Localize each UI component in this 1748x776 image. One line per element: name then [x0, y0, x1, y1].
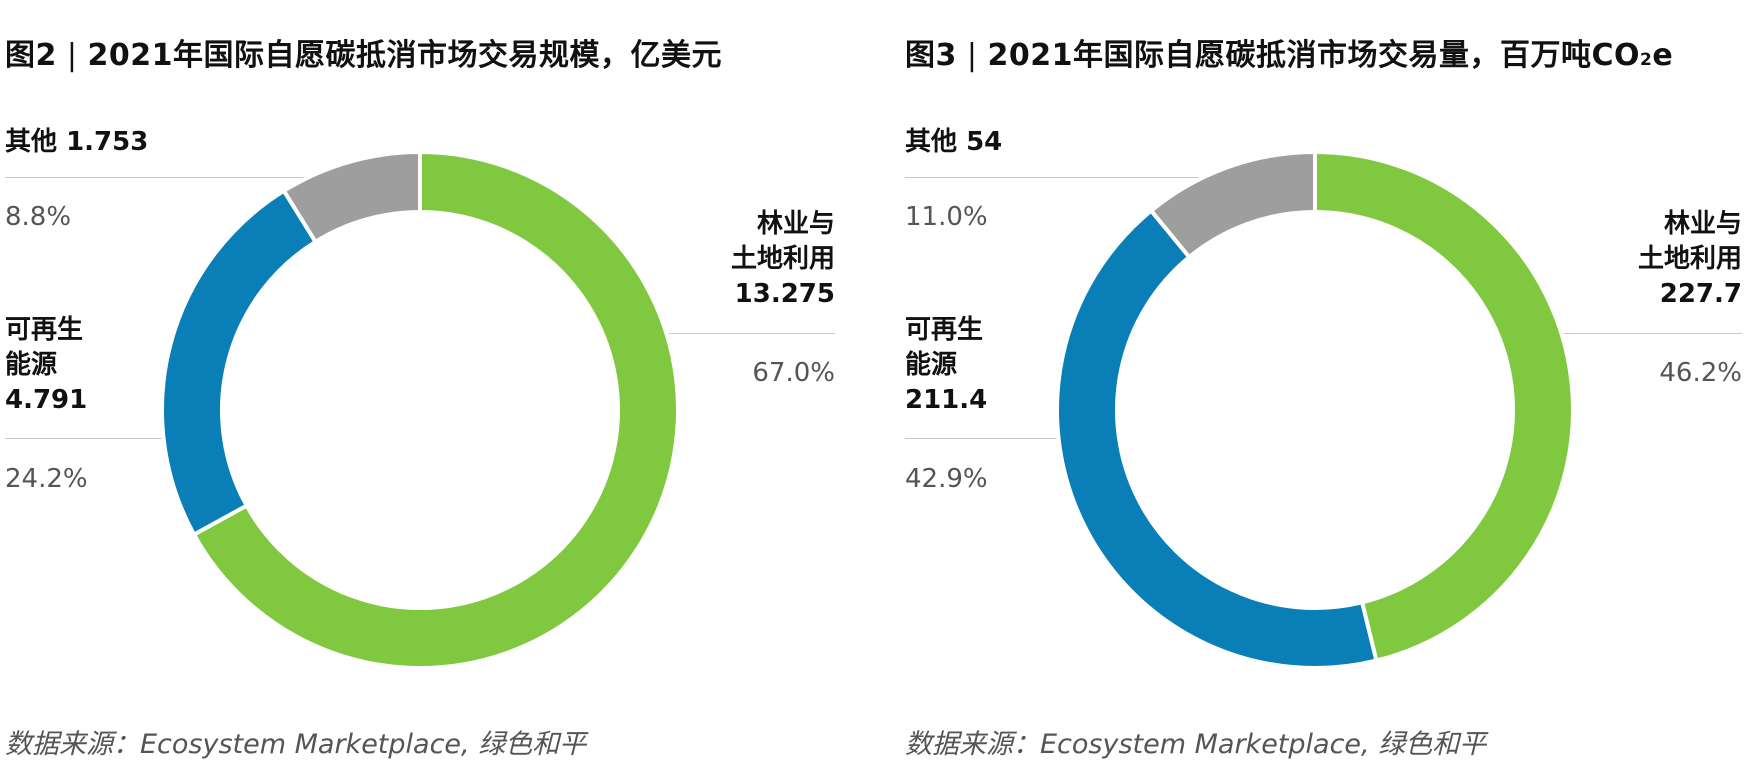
pct-forest: 67.0%	[752, 358, 835, 388]
chart-panel-fig2: 图2 | 2021年国际自愿碳抵消市场交易规模，亿美元 其他 1.753 8.8% …	[5, 38, 835, 760]
forest-value: 227.7	[1659, 279, 1742, 309]
chart-title: 图3 | 2021年国际自愿碳抵消市场交易量，百万吨CO2e	[905, 38, 1674, 73]
data-source: 数据来源：Ecosystem Marketplace, 绿色和平	[5, 729, 587, 760]
forest-name-line1: 林业与	[1663, 209, 1742, 239]
figure-number: 图2	[5, 38, 57, 73]
pct-other: 8.8%	[5, 202, 72, 232]
slice-renewable	[160, 188, 319, 538]
chart-panel-fig3: 图3 | 2021年国际自愿碳抵消市场交易量，百万吨CO2e 其他 54 11.0%…	[900, 0, 1748, 776]
leader-line-forest	[1560, 333, 1742, 334]
figure-number: 图3	[905, 38, 957, 73]
other-value: 1.753	[66, 127, 149, 157]
label-renewable: 可再生 能源 211.4	[905, 313, 987, 418]
leader-line-other	[5, 177, 345, 178]
label-other: 其他 54	[905, 125, 1002, 160]
title-suffix: e	[1652, 38, 1674, 73]
pct-forest: 46.2%	[1659, 358, 1742, 388]
title-text: 2021年国际自愿碳抵消市场交易规模，亿美元	[87, 38, 722, 73]
leader-line-other	[905, 177, 1245, 178]
leader-line-renewable	[905, 438, 1060, 439]
title-text: 2021年国际自愿碳抵消市场交易量，百万吨CO	[987, 38, 1640, 73]
other-name: 其他	[905, 127, 958, 157]
renewable-name-line2: 能源	[5, 350, 58, 380]
forest-name-line2: 土地利用	[730, 244, 835, 274]
chart-title: 图2 | 2021年国际自愿碳抵消市场交易规模，亿美元	[5, 38, 722, 73]
donut-chart	[160, 150, 680, 670]
renewable-value: 4.791	[5, 385, 88, 415]
leader-line-renewable	[5, 438, 165, 439]
slice-forest	[191, 150, 680, 670]
label-forest: 林业与 土地利用 13.275	[731, 207, 835, 312]
renewable-name-line2: 能源	[905, 350, 958, 380]
label-forest: 林业与 土地利用 227.7	[1638, 207, 1742, 312]
slice-other	[281, 150, 422, 245]
data-source: 数据来源：Ecosystem Marketplace, 绿色和平	[905, 729, 1487, 760]
slice-other	[1148, 150, 1317, 260]
pct-renewable: 24.2%	[5, 464, 88, 494]
pct-renewable: 42.9%	[905, 464, 988, 494]
slice-renewable	[1055, 207, 1379, 670]
forest-value: 13.275	[734, 279, 835, 309]
label-other: 其他 1.753	[5, 125, 148, 160]
other-name: 其他	[5, 127, 58, 157]
donut-chart	[1055, 150, 1575, 670]
slice-forest	[1313, 150, 1575, 664]
renewable-name-line1: 可再生	[905, 315, 984, 345]
other-value: 54	[966, 127, 1003, 157]
pct-other: 11.0%	[905, 202, 988, 232]
label-renewable: 可再生 能源 4.791	[5, 313, 87, 418]
renewable-value: 211.4	[905, 385, 988, 415]
leader-line-forest	[660, 333, 835, 334]
forest-name-line2: 土地利用	[1637, 244, 1742, 274]
renewable-name-line1: 可再生	[5, 315, 84, 345]
title-subscript: 2	[1640, 50, 1653, 70]
forest-name-line1: 林业与	[756, 209, 835, 239]
